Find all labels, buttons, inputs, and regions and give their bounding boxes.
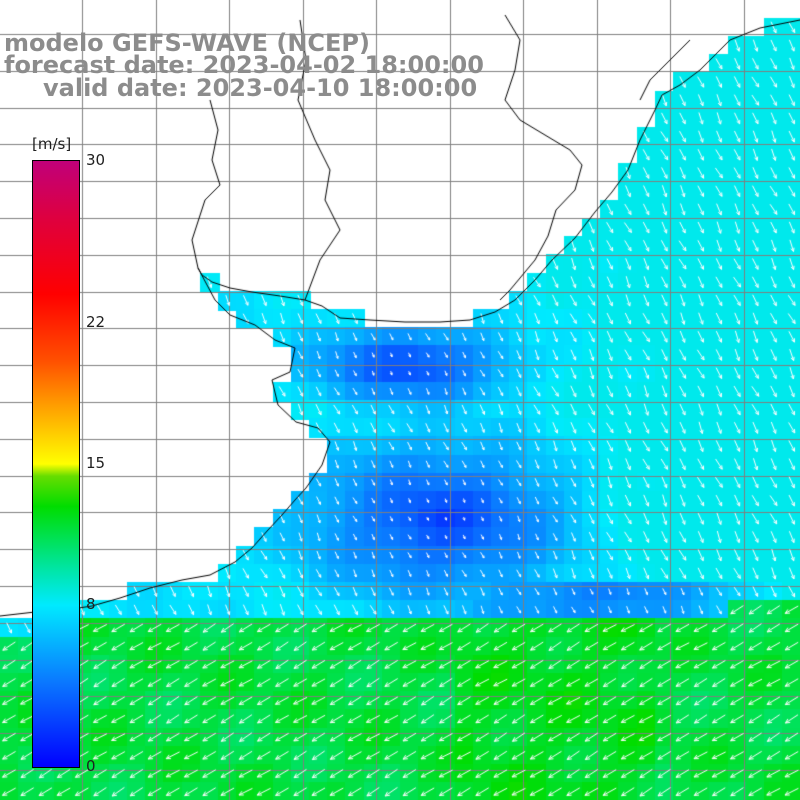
model-title: modelo GEFS-WAVE (NCEP) bbox=[4, 29, 370, 57]
legend-tick-15: 15 bbox=[86, 454, 106, 472]
legend-tick-0: 0 bbox=[86, 757, 96, 775]
valid-date: valid date: 2023-04-10 18:00:00 bbox=[43, 74, 478, 102]
legend-tick-30: 30 bbox=[86, 151, 106, 169]
forecast-date: forecast date: 2023-04-02 18:00:00 bbox=[4, 51, 484, 79]
colorbar bbox=[32, 160, 80, 768]
legend-unit: [m/s] bbox=[32, 135, 72, 153]
color-legend: [m/s] 30 22 15 8 0 bbox=[0, 125, 120, 785]
legend-tick-22: 22 bbox=[86, 312, 106, 331]
legend-tick-8: 8 bbox=[86, 595, 96, 614]
